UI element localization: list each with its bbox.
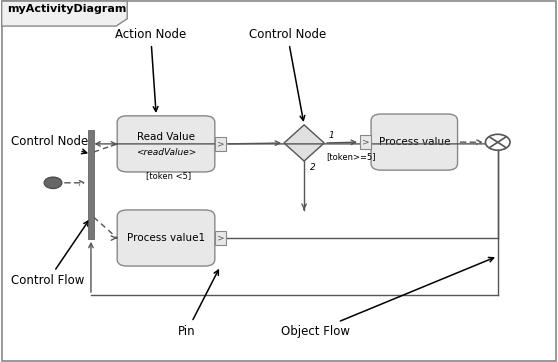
Text: Action Node: Action Node [115,28,186,111]
Text: Control Flow: Control Flow [11,221,88,287]
Text: Control Node: Control Node [249,28,326,121]
Text: myActivityDiagram: myActivityDiagram [7,4,127,14]
Bar [215,231,226,245]
Polygon shape [284,125,324,161]
FancyBboxPatch shape [117,116,215,172]
Polygon shape [2,1,127,26]
Circle shape [44,177,62,189]
Bar [215,137,226,151]
Text: Read Value: Read Value [137,132,195,142]
Text: 1: 1 [329,131,334,139]
Text: >: > [217,233,224,243]
Bar [360,135,371,149]
Bar [88,130,94,239]
Text: <readValue>: <readValue> [136,148,196,157]
FancyBboxPatch shape [117,210,215,266]
Text: >: > [362,138,369,147]
Text: Object Flow: Object Flow [281,257,494,338]
Text: Control Node: Control Node [11,135,88,154]
Text: Pin: Pin [178,270,218,338]
FancyBboxPatch shape [371,114,458,170]
Text: >: > [217,139,224,148]
Text: Process value1: Process value1 [127,233,205,243]
Circle shape [485,134,510,150]
Text: [token>=5]: [token>=5] [326,152,376,161]
Text: [token <5]: [token <5] [146,171,191,180]
Text: Process value: Process value [378,137,450,147]
Text: 2: 2 [310,163,315,172]
